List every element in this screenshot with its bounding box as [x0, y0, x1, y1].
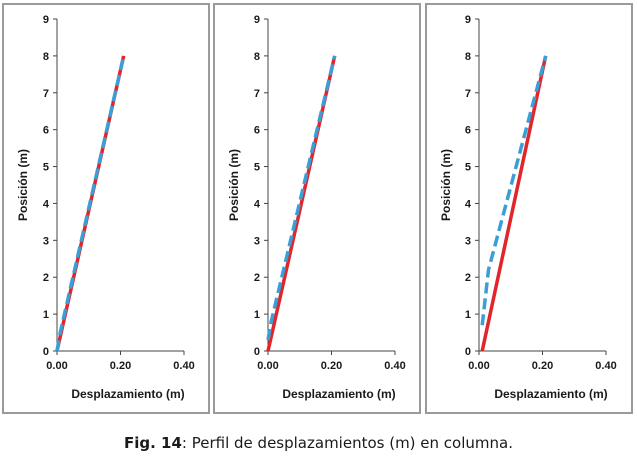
x-tick-label: 0.20: [110, 360, 131, 372]
figure-caption: Fig. 14: Perfil de desplazamientos (m) e…: [0, 434, 637, 452]
x-axis-title: Desplazamiento (m): [494, 387, 607, 401]
y-axis-title: Posición (m): [227, 149, 241, 221]
x-axis-title: Desplazamiento (m): [71, 387, 184, 401]
y-tick-label: 4: [43, 198, 50, 210]
y-tick-label: 1: [465, 309, 471, 321]
panel-frame: [213, 3, 421, 414]
y-tick-label: 3: [465, 235, 471, 247]
y-tick-label: 9: [465, 14, 471, 26]
y-tick-label: 6: [254, 125, 260, 137]
x-tick-label: 0.00: [46, 360, 67, 372]
chart-panel-3: 0 1 2 3 4 5 6 7 8 9 0.00 0.20 0.40 Desplazamiento (m)…: [425, 3, 633, 414]
y-tick-label: 2: [254, 272, 260, 284]
x-tick-label: 0.40: [173, 360, 194, 372]
y-axis-title: Posición (m): [16, 149, 30, 221]
y-tick-label: 8: [254, 51, 260, 63]
y-tick-label: 8: [43, 51, 49, 63]
chart-panel-1: 0 1 2 3 4 5 6 7 8 9 0.00 0.20 0.40 Desplazamiento (m)…: [2, 3, 210, 414]
y-tick-label: 6: [465, 125, 471, 137]
x-tick-label: 0.20: [321, 360, 342, 372]
y-tick-label: 9: [43, 14, 49, 26]
caption-text: : Perfil de desplazamientos (m) en colum…: [181, 434, 513, 452]
y-tick-label: 8: [465, 51, 471, 63]
y-tick-label: 3: [254, 235, 260, 247]
y-tick-label: 4: [465, 198, 472, 210]
x-tick-label: 0.00: [468, 360, 489, 372]
x-tick-label: 0.00: [257, 360, 278, 372]
y-tick-label: 3: [43, 235, 49, 247]
series-line-solid: [480, 55, 548, 352]
x-axis-title: Desplazamiento (m): [282, 387, 395, 401]
y-tick-label: 7: [43, 88, 49, 100]
y-tick-label: 7: [254, 88, 260, 100]
y-tick-label: 5: [43, 162, 49, 174]
caption-label: Fig. 14: [124, 434, 182, 452]
y-tick-label: 6: [43, 125, 49, 137]
y-tick-label: 4: [254, 198, 261, 210]
x-tick-label: 0.40: [595, 360, 616, 372]
series-line-dashed: [480, 55, 548, 326]
y-tick-label: 2: [465, 272, 471, 284]
x-tick-label: 0.40: [384, 360, 405, 372]
y-tick-label: 7: [465, 88, 471, 100]
y-tick-label: 9: [254, 14, 260, 26]
x-tick-label: 0.20: [532, 360, 553, 372]
y-tick-label: 5: [465, 162, 471, 174]
chart-panel-2: 0 1 2 3 4 5 6 7 8 9 0.00 0.20 0.40 Desplazamiento (m)…: [213, 3, 421, 414]
y-tick-label: 0: [43, 346, 49, 358]
series-line-dashed: [55, 55, 126, 352]
y-tick-label: 5: [254, 162, 260, 174]
y-tick-label: 1: [43, 309, 49, 321]
y-tick-label: 1: [254, 309, 260, 321]
y-tick-label: 0: [254, 346, 260, 358]
panel-frame: [425, 3, 633, 414]
y-tick-label: 0: [465, 346, 471, 358]
panel-frame: [2, 3, 210, 414]
y-axis-title: Posición (m): [439, 149, 453, 221]
series-line-dashed: [266, 55, 337, 341]
y-tick-label: 2: [43, 272, 49, 284]
